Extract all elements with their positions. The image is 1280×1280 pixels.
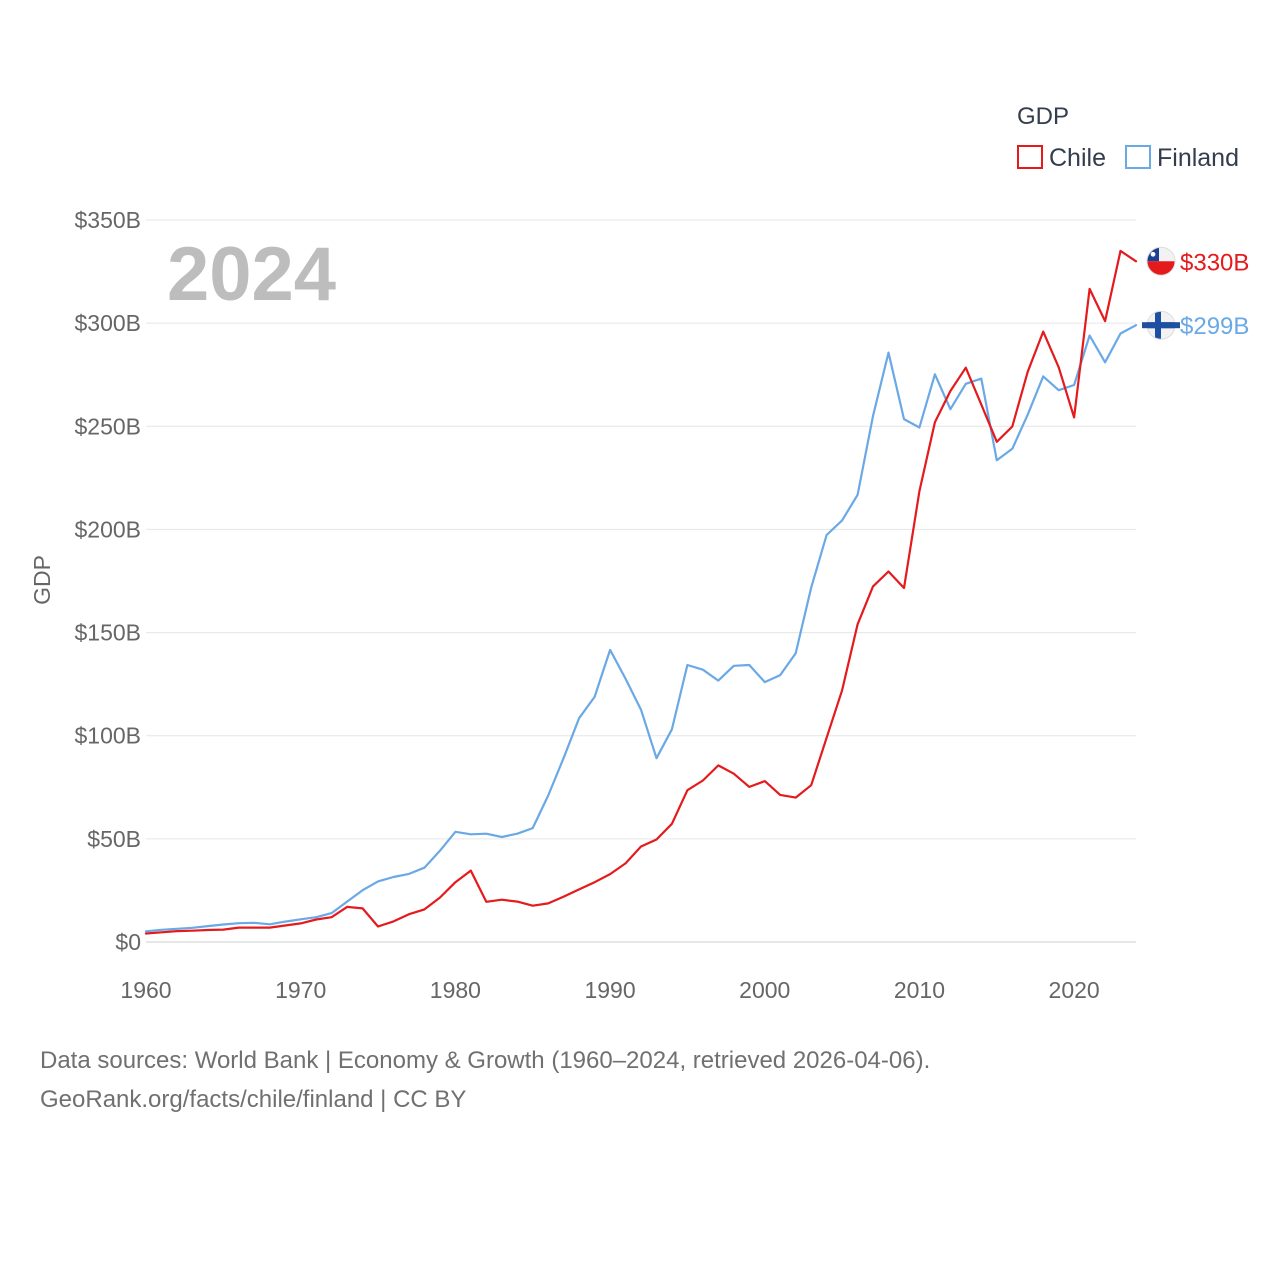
y-tick-label: $250B <box>74 413 141 439</box>
y-tick-label: $350B <box>74 207 141 233</box>
year-label: 2024 <box>167 232 336 317</box>
chile-flag-icon <box>1146 246 1176 276</box>
series-lines <box>144 249 1138 935</box>
finland-flag-icon <box>1142 310 1180 340</box>
y-axis-title: GDP <box>29 555 55 605</box>
x-tick-label: 2000 <box>739 977 790 1003</box>
end-value-label-finland: $299B <box>1180 313 1249 340</box>
y-tick-label: $150B <box>74 620 141 646</box>
y-tick-label: $200B <box>74 516 141 542</box>
legend-item-chile[interactable]: Chile <box>1017 144 1106 172</box>
series-line-finland <box>144 324 1138 933</box>
data-source-footer: Data sources: World Bank | Economy & Gro… <box>40 1041 930 1119</box>
legend-label: Chile <box>1049 144 1106 172</box>
end-value-label-chile: $330B <box>1180 249 1249 276</box>
x-tick-label: 1960 <box>120 977 171 1003</box>
x-tick-label: 1970 <box>275 977 326 1003</box>
legend: GDP Chile Finland <box>1017 103 1239 172</box>
footer-link[interactable]: GeoRank.org/facts/chile/finland | CC BY <box>40 1086 467 1113</box>
x-tick-label: 1990 <box>584 977 635 1003</box>
y-tick-label: $300B <box>74 310 141 336</box>
legend-swatch <box>1017 145 1043 169</box>
legend-title: GDP <box>1017 103 1069 130</box>
x-tick-label: 1980 <box>430 977 481 1003</box>
x-tick-label: 2020 <box>1049 977 1100 1003</box>
footer-sources: Data sources: World Bank | Economy & Gro… <box>40 1047 931 1074</box>
legend-swatch <box>1125 145 1151 169</box>
gdp-line-chart: $0 $50B $100B $150B $200B $250B $300B $350B 196… <box>29 103 1249 1003</box>
y-tick-label: $0 <box>115 929 141 955</box>
series-line-chile <box>144 249 1138 935</box>
y-tick-label: $50B <box>87 826 141 852</box>
series-end-markers: $330B $299B <box>1142 246 1249 340</box>
x-tick-label: 2010 <box>894 977 945 1003</box>
legend-label: Finland <box>1157 144 1239 172</box>
gridlines <box>146 219 1136 840</box>
y-axis-ticks: $0 $50B $100B $150B $200B $250B $300B $350B <box>74 207 141 955</box>
x-axis-ticks: 1960 1970 1980 1990 2000 2010 2020 <box>120 977 1099 1003</box>
y-tick-label: $100B <box>74 723 141 749</box>
legend-item-finland[interactable]: Finland <box>1125 144 1239 172</box>
